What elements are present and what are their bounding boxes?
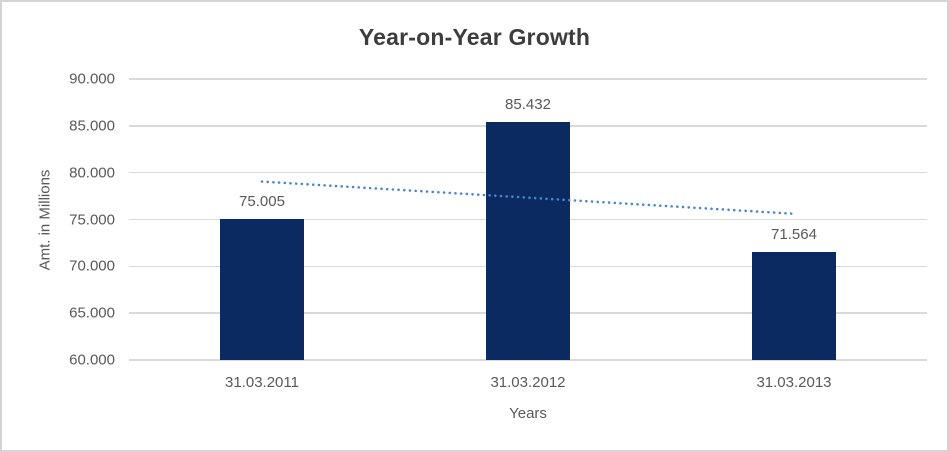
y-tick-label: 85.000 bbox=[69, 117, 115, 135]
y-tick-label: 60.000 bbox=[69, 351, 115, 369]
bar-value-label: 71.564 bbox=[771, 225, 817, 243]
y-tick-label: 65.000 bbox=[69, 304, 115, 322]
y-tick-label: 75.000 bbox=[69, 211, 115, 228]
bar-value-label: 85.432 bbox=[505, 95, 551, 113]
x-axis-title: Years bbox=[509, 405, 547, 422]
y-tick-label: 70.000 bbox=[69, 257, 115, 275]
chart-title: Year-on-Year Growth bbox=[358, 24, 591, 50]
bar-31.03.2012 bbox=[486, 121, 570, 360]
bar-31.03.2013 bbox=[752, 251, 836, 360]
plot-area: 75.005 85.432 71.564 bbox=[129, 78, 927, 361]
gridline bbox=[129, 78, 927, 80]
x-tick-label: 31.03.2012 bbox=[490, 374, 566, 391]
y-tick-label: 80.000 bbox=[69, 164, 115, 182]
gridline bbox=[129, 359, 927, 361]
x-tick-label: 31.03.2013 bbox=[756, 374, 832, 391]
bar-value-label: 75.005 bbox=[239, 193, 285, 211]
x-tick-label: 31.03.2011 bbox=[225, 374, 299, 391]
y-tick-label: 90.000 bbox=[69, 70, 115, 88]
bar-31.03.2011 bbox=[220, 219, 304, 360]
